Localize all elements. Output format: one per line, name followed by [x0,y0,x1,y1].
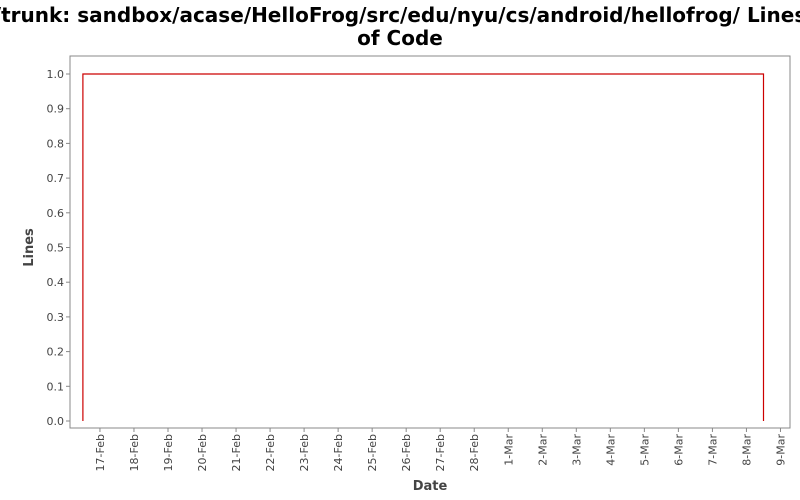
plot-area [69,55,791,429]
y-tick-label: 0.3 [47,311,65,324]
y-tick-label: 0.0 [47,415,65,428]
x-tick-label: 4-Mar [604,434,617,466]
x-tick-label: 22-Feb [264,434,277,471]
x-tick-label: 25-Feb [366,434,379,471]
series-group [82,73,765,421]
series-line [82,73,765,421]
y-tick-label: 1.0 [47,68,65,81]
x-tick-label: 21-Feb [230,434,243,471]
y-tick-label: 0.4 [47,276,65,289]
y-tick-label: 0.8 [47,137,65,150]
x-tick-label: 24-Feb [332,434,345,471]
y-axis-label: Lines [22,228,37,267]
x-tick-label: 8-Mar [740,434,753,466]
x-tick-label: 7-Mar [706,434,719,466]
chart-title: /trunk: sandbox/acase/HelloFrog/src/edu/… [0,3,800,50]
y-tick-label: 0.1 [47,380,65,393]
x-tick-label: 1-Mar [502,434,515,466]
chart-title-line: /trunk: sandbox/acase/HelloFrog/src/edu/… [0,3,800,27]
x-axis-label: Date [413,479,448,494]
x-tick-label: 6-Mar [672,434,685,466]
x-tick-label: 19-Feb [162,434,175,471]
x-axis: 17-Feb 18-Feb 19-Feb 20-Feb 21-Feb 22-Feb 23-F… [94,428,787,471]
y-tick-label: 0.9 [47,103,65,116]
y-tick-label: 0.6 [47,207,65,220]
x-tick-label: 18-Feb [128,434,141,471]
chart-title-line: of Code [357,26,443,50]
x-tick-label: 2-Mar [536,434,549,466]
y-axis: 0.0 0.1 0.2 0.3 0.4 0.5 0.6 0.7 0.8 0.9 1.0 [47,68,70,428]
x-tick-label: 27-Feb [434,434,447,471]
x-tick-label: 23-Feb [298,434,311,471]
x-tick-label: 3-Mar [570,434,583,466]
y-tick-label: 0.5 [47,242,65,255]
x-tick-label: 5-Mar [638,434,651,466]
x-tick-label: 20-Feb [196,434,209,471]
x-tick-label: 28-Feb [468,434,481,471]
x-tick-label: 26-Feb [400,434,413,471]
x-tick-label: 9-Mar [774,434,787,466]
y-tick-label: 0.2 [47,346,65,359]
x-tick-label: 17-Feb [94,434,107,471]
y-tick-label: 0.7 [47,172,65,185]
